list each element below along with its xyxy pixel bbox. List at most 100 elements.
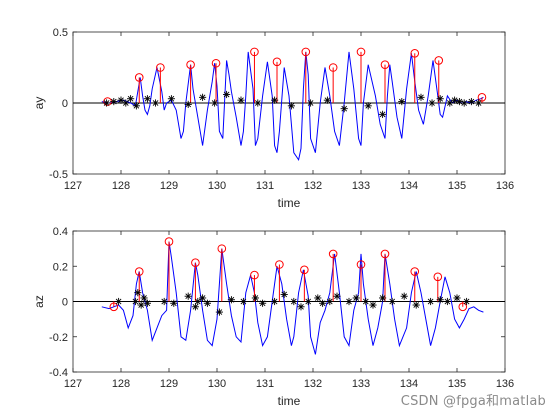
crossing-marker bbox=[203, 299, 211, 307]
crossing-marker bbox=[340, 105, 348, 113]
peak-marker bbox=[217, 244, 227, 253]
crossing-marker bbox=[427, 297, 435, 306]
crossing-marker bbox=[194, 297, 202, 306]
crossing-marker bbox=[436, 95, 444, 103]
crossing-marker bbox=[467, 97, 475, 106]
x-tick-label: 129 bbox=[160, 378, 178, 390]
crossing-marker-stroke bbox=[271, 97, 278, 103]
crossing-marker-stroke bbox=[259, 300, 266, 307]
crossing-marker-stroke bbox=[216, 309, 223, 315]
crossing-marker bbox=[379, 110, 387, 118]
x-tick-label: 135 bbox=[448, 378, 466, 390]
x-tick-label: 133 bbox=[352, 180, 370, 192]
crossing-marker bbox=[428, 99, 436, 107]
crossing-marker bbox=[160, 297, 168, 306]
peak-marker bbox=[211, 58, 221, 68]
peak-marker bbox=[434, 56, 444, 65]
x-axis-label: time bbox=[278, 394, 301, 408]
crossing-marker bbox=[460, 99, 468, 107]
crossing-marker-stroke bbox=[319, 300, 326, 307]
crossing-marker bbox=[364, 102, 372, 110]
crossing-marker bbox=[379, 294, 387, 302]
axes-ay: 127 128 129 130 131 132 133 134 135 136 -0.5 0 0.5 ti… bbox=[32, 27, 514, 210]
peak-marker bbox=[300, 265, 309, 275]
crossing-marker-stroke bbox=[398, 98, 405, 105]
crossing-marker bbox=[362, 297, 370, 306]
crossing-marker-stroke bbox=[468, 98, 475, 105]
crossing-marker-stroke bbox=[461, 100, 468, 106]
crossing-marker bbox=[251, 294, 259, 302]
crossing-marker bbox=[319, 299, 327, 307]
peak-marker bbox=[328, 249, 338, 259]
y-tick-label: 0.4 bbox=[53, 226, 68, 238]
crossing-marker bbox=[115, 297, 123, 306]
crossing-marker bbox=[436, 296, 444, 304]
x-tick-label: 131 bbox=[256, 378, 274, 390]
y-tick-label: 0 bbox=[62, 297, 68, 309]
x-tick-label: 127 bbox=[64, 378, 82, 390]
crossing-marker bbox=[314, 294, 322, 302]
peak-marker bbox=[458, 302, 468, 312]
crossing-marker bbox=[304, 297, 312, 306]
crossing-marker-stroke bbox=[379, 295, 386, 301]
crossing-marker bbox=[254, 99, 262, 107]
x-tick-label: 128 bbox=[112, 378, 130, 390]
peak-marker bbox=[433, 272, 443, 282]
crossing-marker-stroke bbox=[314, 295, 321, 301]
x-tick-label: 128 bbox=[112, 180, 130, 192]
crossing-marker-stroke bbox=[133, 103, 140, 109]
crossing-marker-stroke bbox=[298, 303, 304, 310]
peak-marker bbox=[410, 49, 420, 58]
crossing-marker-stroke bbox=[199, 295, 206, 301]
crossing-marker-stroke bbox=[429, 100, 435, 106]
crossing-marker-stroke bbox=[288, 103, 295, 109]
x-tick-label: 131 bbox=[256, 180, 274, 192]
crossing-marker-stroke bbox=[144, 300, 151, 307]
crossing-marker-stroke bbox=[144, 95, 151, 102]
crossing-marker bbox=[333, 292, 341, 300]
crossing-marker bbox=[352, 294, 360, 302]
crossing-marker bbox=[345, 297, 353, 306]
crossing-marker bbox=[369, 301, 377, 309]
crossing-marker-stroke bbox=[353, 295, 360, 301]
crossing-marker-stroke bbox=[152, 100, 159, 106]
x-tick-label: 134 bbox=[400, 378, 418, 390]
crossing-marker bbox=[127, 95, 135, 103]
crossing-marker bbox=[170, 299, 178, 307]
crossing-marker bbox=[271, 297, 279, 306]
crossing-marker bbox=[398, 97, 406, 106]
crossing-marker bbox=[103, 99, 111, 107]
crossing-marker-stroke bbox=[122, 100, 129, 106]
crossing-marker-stroke bbox=[228, 296, 235, 303]
peak-marker bbox=[186, 60, 195, 69]
crossing-marker-stroke bbox=[138, 302, 144, 308]
crossing-marker-stroke bbox=[110, 98, 117, 105]
peak-marker bbox=[410, 267, 420, 276]
crossing-marker bbox=[323, 96, 331, 104]
crossing-marker-stroke bbox=[252, 295, 259, 301]
crossing-marker-stroke bbox=[365, 103, 372, 109]
crossing-marker bbox=[463, 297, 471, 306]
crossing-marker-stroke bbox=[326, 298, 333, 305]
crossing-marker-stroke bbox=[334, 293, 340, 300]
crossing-marker-stroke bbox=[463, 298, 470, 305]
crossing-marker bbox=[110, 97, 118, 106]
y-tick-label: -0.2 bbox=[49, 332, 68, 344]
y-tick-label: 0 bbox=[62, 98, 68, 110]
crossing-marker bbox=[239, 297, 247, 306]
crossing-marker-stroke bbox=[281, 291, 288, 298]
crossing-marker-stroke bbox=[475, 100, 482, 106]
crossing-marker-stroke bbox=[389, 298, 396, 305]
crossing-marker-stroke bbox=[199, 94, 206, 101]
crossing-marker bbox=[137, 301, 145, 309]
crossing-marker-stroke bbox=[446, 100, 453, 106]
crossing-marker-stroke bbox=[170, 300, 177, 307]
crossing-marker-stroke bbox=[444, 298, 451, 305]
x-tick-label: 130 bbox=[208, 180, 226, 192]
crossing-marker bbox=[184, 292, 192, 300]
crossing-marker bbox=[143, 95, 151, 103]
crossing-marker-stroke bbox=[194, 298, 201, 305]
crossing-marker-stroke bbox=[185, 293, 192, 300]
crossing-marker bbox=[451, 96, 459, 104]
